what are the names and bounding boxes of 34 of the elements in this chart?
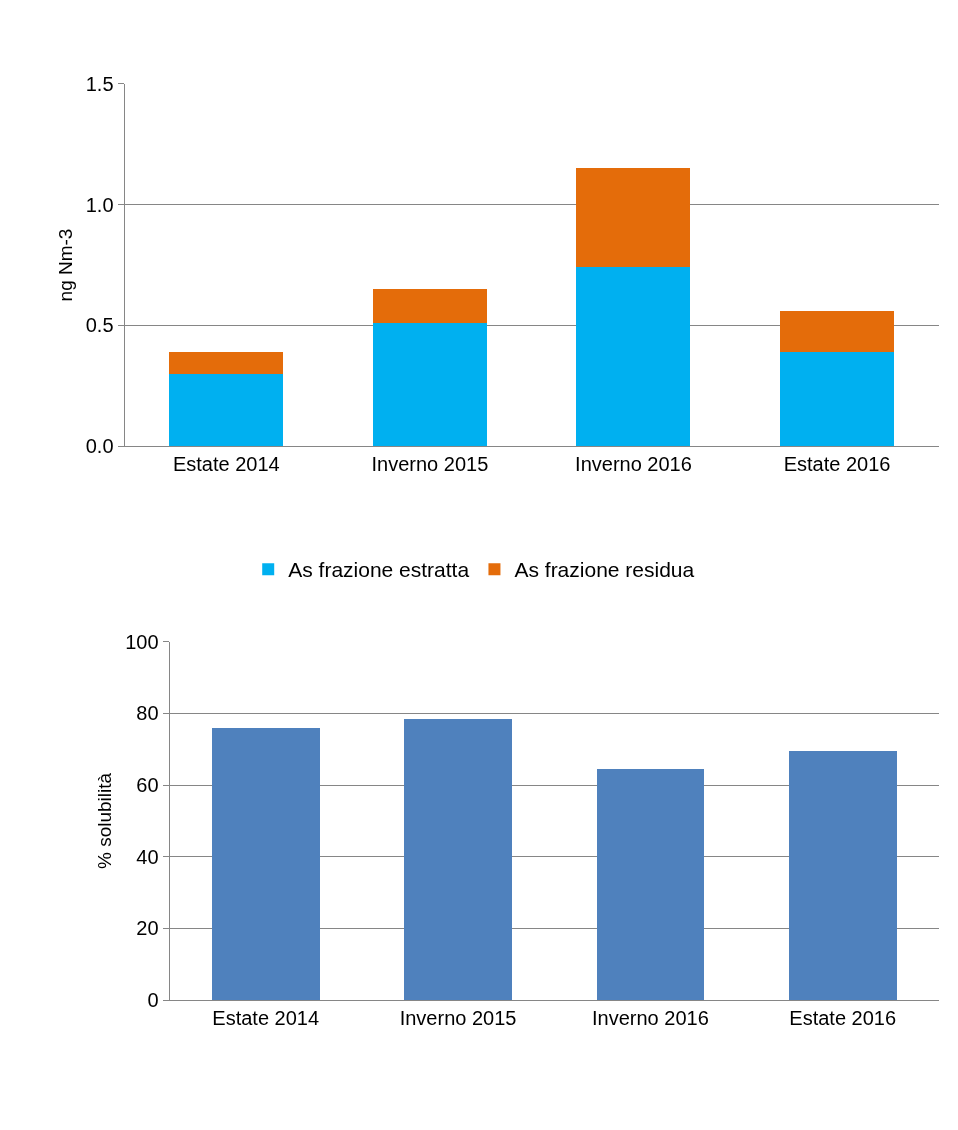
bar	[596, 769, 705, 1001]
y-tick-label: 100	[125, 630, 159, 653]
bar	[576, 168, 691, 268]
bar	[169, 352, 284, 374]
bar	[780, 352, 895, 447]
y-tick-label: 0.5	[85, 314, 114, 337]
y-tick-label: 1.0	[85, 193, 114, 216]
x-tick-label: Estate 2014	[172, 453, 280, 476]
y-tick-label: 0.0	[85, 435, 114, 458]
bar	[788, 750, 897, 1001]
x-tick-label: Estate 2016	[783, 453, 891, 476]
legend-label: As frazione residua	[514, 558, 695, 582]
x-tick-label: Estate 2016	[789, 1007, 897, 1030]
y-axis-title: ng Nm-3	[54, 228, 76, 302]
y-tick-label: 1.5	[85, 72, 114, 95]
bar	[780, 310, 895, 353]
x-tick-label: Estate 2014	[212, 1007, 320, 1030]
bar	[169, 373, 284, 447]
bar	[372, 323, 487, 447]
bar	[372, 289, 487, 324]
x-tick-label: Inverno 2016	[575, 453, 692, 476]
x-tick-label: Inverno 2015	[371, 453, 489, 476]
y-tick-label: 80	[136, 702, 159, 725]
x-tick-label: Inverno 2016	[591, 1007, 709, 1030]
y-tick-label: 0	[147, 989, 159, 1012]
y-tick-label: 60	[136, 774, 159, 797]
bar	[576, 267, 691, 447]
y-axis-title: % solubilità	[94, 772, 116, 869]
y-tick-label: 20	[136, 917, 159, 940]
bar	[404, 719, 512, 1001]
x-tick-label: Inverno 2015	[399, 1007, 517, 1030]
y-tick-label: 40	[136, 845, 159, 868]
legend-label: As frazione estratta	[288, 558, 470, 582]
bar	[211, 727, 320, 1001]
